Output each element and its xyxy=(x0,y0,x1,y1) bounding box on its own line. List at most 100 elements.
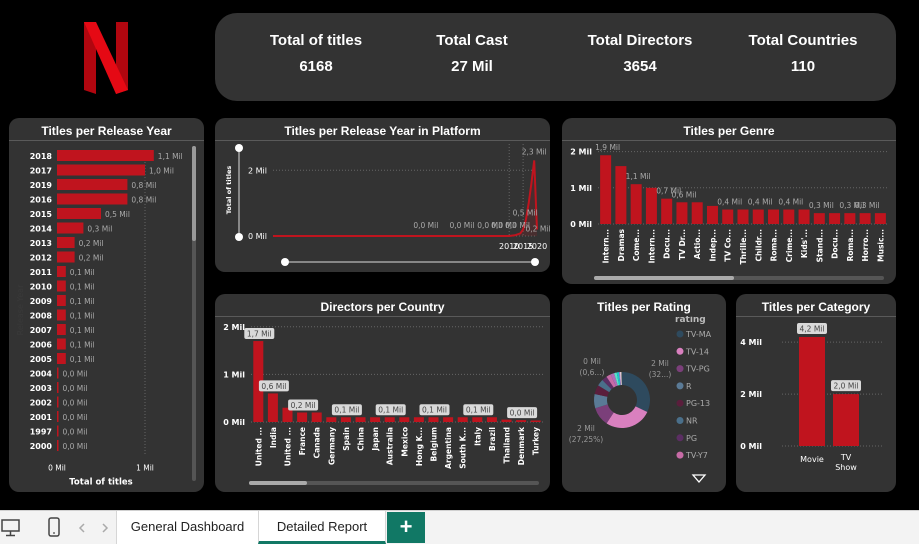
tick-label: 2006 xyxy=(30,341,53,350)
y-axis-title: Release Year xyxy=(16,284,25,335)
bar xyxy=(752,209,764,224)
data-label: 0,0 Mil xyxy=(491,221,516,230)
legend-marker xyxy=(676,382,684,390)
pie-slice xyxy=(594,394,608,409)
tick-label: Intern... xyxy=(602,229,611,264)
pie-slice xyxy=(595,404,614,424)
desktop-view-icon[interactable] xyxy=(0,518,22,538)
country-panel: Directors per Country 2 Mil 1 Mil 0 Mil Uni… xyxy=(215,294,550,492)
data-label: 0,4 Mil xyxy=(748,198,773,207)
data-label: 0,0 Mil xyxy=(63,442,88,451)
tick-label: TV xyxy=(840,453,852,462)
label-box xyxy=(831,380,861,392)
data-label: 0,6 Mil xyxy=(261,382,286,391)
data-label: 0,0 Mil xyxy=(63,428,88,437)
legend-title: rating xyxy=(675,316,706,325)
bar xyxy=(57,179,128,190)
scrollbar-thumb[interactable] xyxy=(249,481,307,485)
legend-entry: TV-PG xyxy=(685,365,710,374)
kpi-label-countries: Total Countries xyxy=(748,32,858,49)
tab-detailed-report[interactable]: Detailed Report xyxy=(258,511,386,544)
data-label: 0,1 Mil xyxy=(70,268,95,277)
bar xyxy=(486,417,497,422)
data-label: 0,2 Mil xyxy=(79,254,104,263)
data-label: 0,0 Mil xyxy=(505,221,530,230)
tick-label: Kids'... xyxy=(800,229,809,258)
y-tick: 0 Mil xyxy=(740,442,762,451)
tick-label: Australia xyxy=(386,427,395,465)
bar xyxy=(57,338,66,350)
legend-entry: NR xyxy=(686,417,698,426)
y-tick: 0 Mil xyxy=(223,418,245,427)
scroll-left-icon[interactable] xyxy=(77,522,87,534)
bar xyxy=(661,198,673,224)
dashboard-canvas: Total of titles 6168 Total Cast 27 Mil T… xyxy=(9,13,896,492)
x-slider-handle[interactable] xyxy=(281,258,289,266)
tick-label: China xyxy=(357,427,366,451)
label-box xyxy=(797,322,827,334)
scrollbar-thumb[interactable] xyxy=(192,146,196,241)
add-page-button[interactable]: + xyxy=(387,512,425,543)
data-label: 0,2 Mil xyxy=(79,239,104,248)
bar xyxy=(57,309,66,321)
bar xyxy=(645,187,657,224)
kpi-panel: Total of titles 6168 Total Cast 27 Mil T… xyxy=(215,13,896,101)
bar xyxy=(57,367,59,379)
mobile-view-icon[interactable] xyxy=(46,516,62,538)
tick-label: 2003 xyxy=(30,384,52,393)
bar xyxy=(413,417,424,422)
data-label: (32...) xyxy=(649,370,672,379)
tick-label: Hong K... xyxy=(415,427,424,466)
bar xyxy=(384,417,395,422)
bar xyxy=(844,213,856,224)
pie-slice xyxy=(606,406,648,428)
pie-slice xyxy=(616,372,621,386)
data-label: 1,7 Mil xyxy=(247,330,272,339)
bar xyxy=(57,222,84,234)
tick-label: 2000 xyxy=(30,442,53,451)
legend-more-icon[interactable] xyxy=(691,474,707,483)
tick-label: 2016 xyxy=(30,196,53,205)
tick-label: Docu... xyxy=(831,229,840,259)
bar xyxy=(833,394,859,446)
pie-slice xyxy=(621,372,622,386)
data-label: 0,0 Mil xyxy=(63,413,88,422)
tab-general-dashboard[interactable]: General Dashboard xyxy=(116,511,259,544)
bar xyxy=(472,417,483,422)
bar xyxy=(798,209,810,224)
data-label: 0,3 Mil xyxy=(839,201,864,210)
series-line xyxy=(273,160,538,237)
bar xyxy=(457,417,468,422)
scrollbar-thumb[interactable] xyxy=(594,276,734,280)
tick-label: Italy xyxy=(473,427,482,446)
scroll-right-icon[interactable] xyxy=(100,522,110,534)
legend-entry: PG-13 xyxy=(686,399,710,408)
y-tick: 2 Mil xyxy=(248,166,267,175)
pie-slice xyxy=(620,372,622,386)
tick-label: TV Co... xyxy=(724,229,733,262)
bar xyxy=(706,205,718,224)
pie-slice xyxy=(602,376,614,390)
data-label: 0,2 Mil xyxy=(291,401,316,410)
data-label: 0,1 Mil xyxy=(70,341,95,350)
scrollbar-track xyxy=(249,481,539,485)
label-box xyxy=(288,399,319,411)
data-label: 0,0 Mil xyxy=(477,221,502,230)
y-tick: 4 Mil xyxy=(740,338,762,347)
y-slider-handle[interactable] xyxy=(235,233,243,241)
data-label: 0,0 Mil xyxy=(510,409,535,418)
tick-label: United ... xyxy=(254,427,263,466)
label-box xyxy=(463,404,494,416)
bar xyxy=(57,324,66,335)
tick-label: 2001 xyxy=(30,413,53,422)
release-year-chart: 2018 1,1 Mil 2017 1,0 Mil 2019 0,8 Mil 2016 0,8… xyxy=(16,146,196,488)
y-tick: 0 Mil xyxy=(248,232,267,241)
x-tick: 1 Mil xyxy=(136,464,154,473)
bar xyxy=(874,213,886,224)
data-label: 0,0 Mil xyxy=(449,221,474,230)
x-slider-handle[interactable] xyxy=(531,258,539,266)
tick-label: Docu... xyxy=(663,229,672,259)
y-slider-handle[interactable] xyxy=(235,144,243,152)
